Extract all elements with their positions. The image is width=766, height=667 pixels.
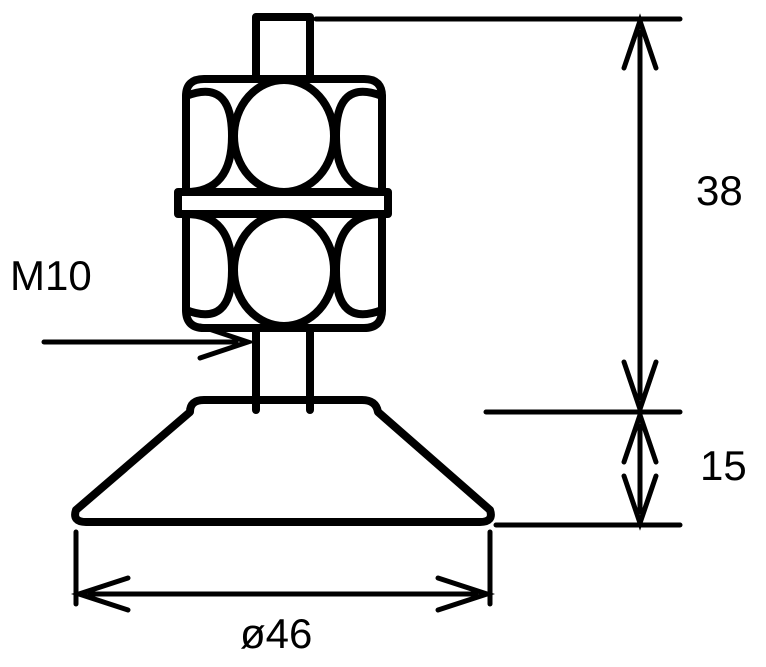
nut-upper-center-lobe xyxy=(234,80,334,192)
nut-upper-face-left xyxy=(186,92,232,192)
label-m10: M10 xyxy=(10,252,92,299)
nut-lower-face-left xyxy=(186,214,232,314)
nut-lower-center-lobe xyxy=(234,214,334,326)
label-15: 15 xyxy=(700,442,747,489)
label-diameter: ø46 xyxy=(240,610,312,657)
nut-lower-face-right xyxy=(336,214,382,314)
base-foot xyxy=(75,400,491,522)
nut-upper-face-right xyxy=(336,92,382,192)
label-38: 38 xyxy=(696,167,743,214)
thread-top xyxy=(256,17,310,79)
drawing-canvas: M10 38 15 ø46 xyxy=(0,0,766,667)
leveling-foot-outline xyxy=(75,17,491,522)
